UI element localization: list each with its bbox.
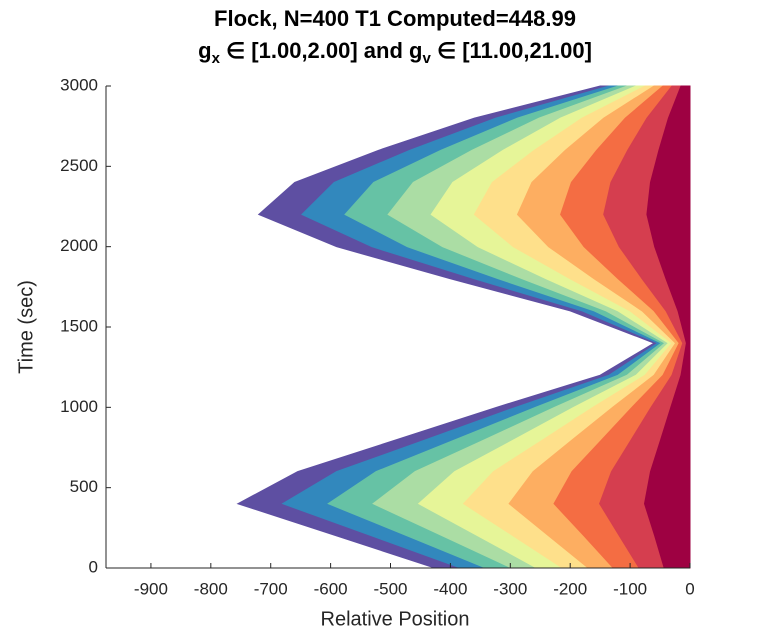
y-tick-label: 3000 [60,75,98,94]
subtitle-symbol: g [409,38,422,63]
x-tick-label: -500 [373,579,407,598]
y-tick-label: 2500 [60,156,98,175]
subtitle-symbol: g [198,38,211,63]
y-tick-label: 0 [89,557,98,576]
subtitle-subscript: x [212,50,221,67]
y-tick-label: 2000 [60,236,98,255]
chart-title: Flock, N=400 T1 Computed=448.99 [214,6,576,31]
y-axis-label: Time (sec) [15,280,37,374]
y-tick-label: 1500 [60,316,98,335]
x-tick-label: -800 [194,579,228,598]
y-tick-label: 500 [70,477,98,496]
trajectory-band [643,85,691,569]
chart-subtitle: gx ∈ [1.00,2.00] and gv ∈ [11.00,21.00] [198,38,592,67]
y-tick-label: 1000 [60,397,98,416]
plot-area [236,85,691,569]
x-tick-label: 0 [685,579,694,598]
x-tick-label: -100 [613,579,647,598]
x-tick-label: -400 [433,579,467,598]
subtitle-text: ∈ [1.00,2.00] and [220,38,409,63]
x-tick-label: -700 [254,579,288,598]
x-tick-label: -900 [134,579,168,598]
x-tick-label: -200 [553,579,587,598]
x-tick-label: -600 [314,579,348,598]
x-tick-label: -300 [493,579,527,598]
subtitle-text: ∈ [11.00,21.00] [431,38,592,63]
subtitle-subscript: v [423,50,432,67]
x-axis-label: Relative Position [321,608,470,630]
